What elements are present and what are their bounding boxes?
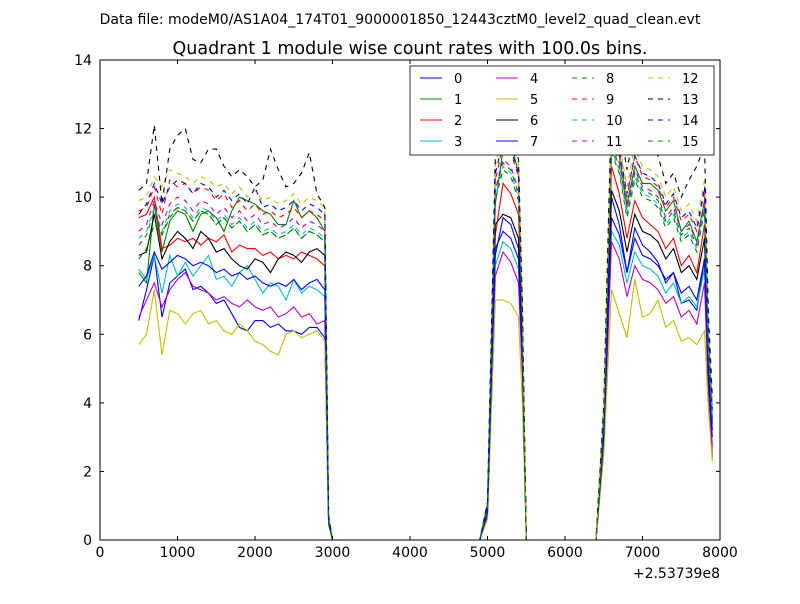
- y-tick-label: 0: [83, 533, 92, 549]
- legend-label-15: 15: [682, 135, 699, 150]
- series-line-6: [138, 190, 713, 541]
- x-tick-label: 3000: [315, 545, 351, 561]
- series-line-12: [138, 118, 713, 541]
- legend-label-11: 11: [606, 135, 623, 150]
- series-line-13: [138, 100, 713, 541]
- file-title: Data file: modeM0/AS1A04_174T01_90000018…: [100, 12, 701, 28]
- legend-label-8: 8: [606, 72, 614, 87]
- series-line-9: [138, 128, 713, 541]
- y-tick-label: 10: [74, 190, 92, 206]
- series-line-10: [138, 148, 713, 541]
- x-tick-label: 2000: [237, 545, 273, 561]
- legend-label-10: 10: [606, 114, 623, 129]
- series-line-3: [138, 229, 713, 541]
- legend-label-6: 6: [530, 114, 538, 129]
- y-tick-label: 2: [83, 464, 92, 480]
- series-line-11: [138, 142, 713, 541]
- legend-label-3: 3: [454, 135, 462, 150]
- legend-label-1: 1: [454, 93, 462, 108]
- legend-label-5: 5: [530, 93, 538, 108]
- y-tick-label: 4: [83, 396, 92, 412]
- y-tick-label: 8: [83, 259, 92, 275]
- legend-label-2: 2: [454, 114, 462, 129]
- x-tick-label: 4000: [392, 545, 428, 561]
- x-tick-label: 5000: [470, 545, 506, 561]
- legend-label-14: 14: [682, 114, 699, 129]
- series-line-5: [138, 279, 713, 541]
- series-layer: [138, 100, 713, 541]
- legend-box: [409, 65, 715, 156]
- y-tick-label: 12: [74, 122, 92, 138]
- y-tick-label: 6: [83, 327, 92, 343]
- chart-title: Quadrant 1 module wise count rates with …: [173, 39, 648, 59]
- x-tick-label: 8000: [702, 545, 738, 561]
- legend-label-0: 0: [454, 72, 462, 87]
- x-offset-label: +2.53739e8: [633, 566, 720, 582]
- x-tick-label: 7000: [625, 545, 661, 561]
- legend-label-13: 13: [682, 93, 699, 108]
- x-tick-label: 6000: [547, 545, 583, 561]
- legend-label-12: 12: [682, 72, 699, 87]
- series-line-2: [138, 166, 713, 541]
- series-line-15: [138, 152, 713, 541]
- legend-label-9: 9: [606, 93, 614, 108]
- legend-label-7: 7: [530, 135, 538, 150]
- x-tick-label: 1000: [160, 545, 196, 561]
- x-tick-label: 0: [96, 545, 105, 561]
- legend-label-4: 4: [530, 72, 538, 87]
- y-tick-label: 14: [74, 53, 92, 69]
- series-line-4: [138, 241, 713, 541]
- ticks-layer: 0 1000 2000 3000 4000 5000 6000 7000 80000246810…: [74, 53, 738, 561]
